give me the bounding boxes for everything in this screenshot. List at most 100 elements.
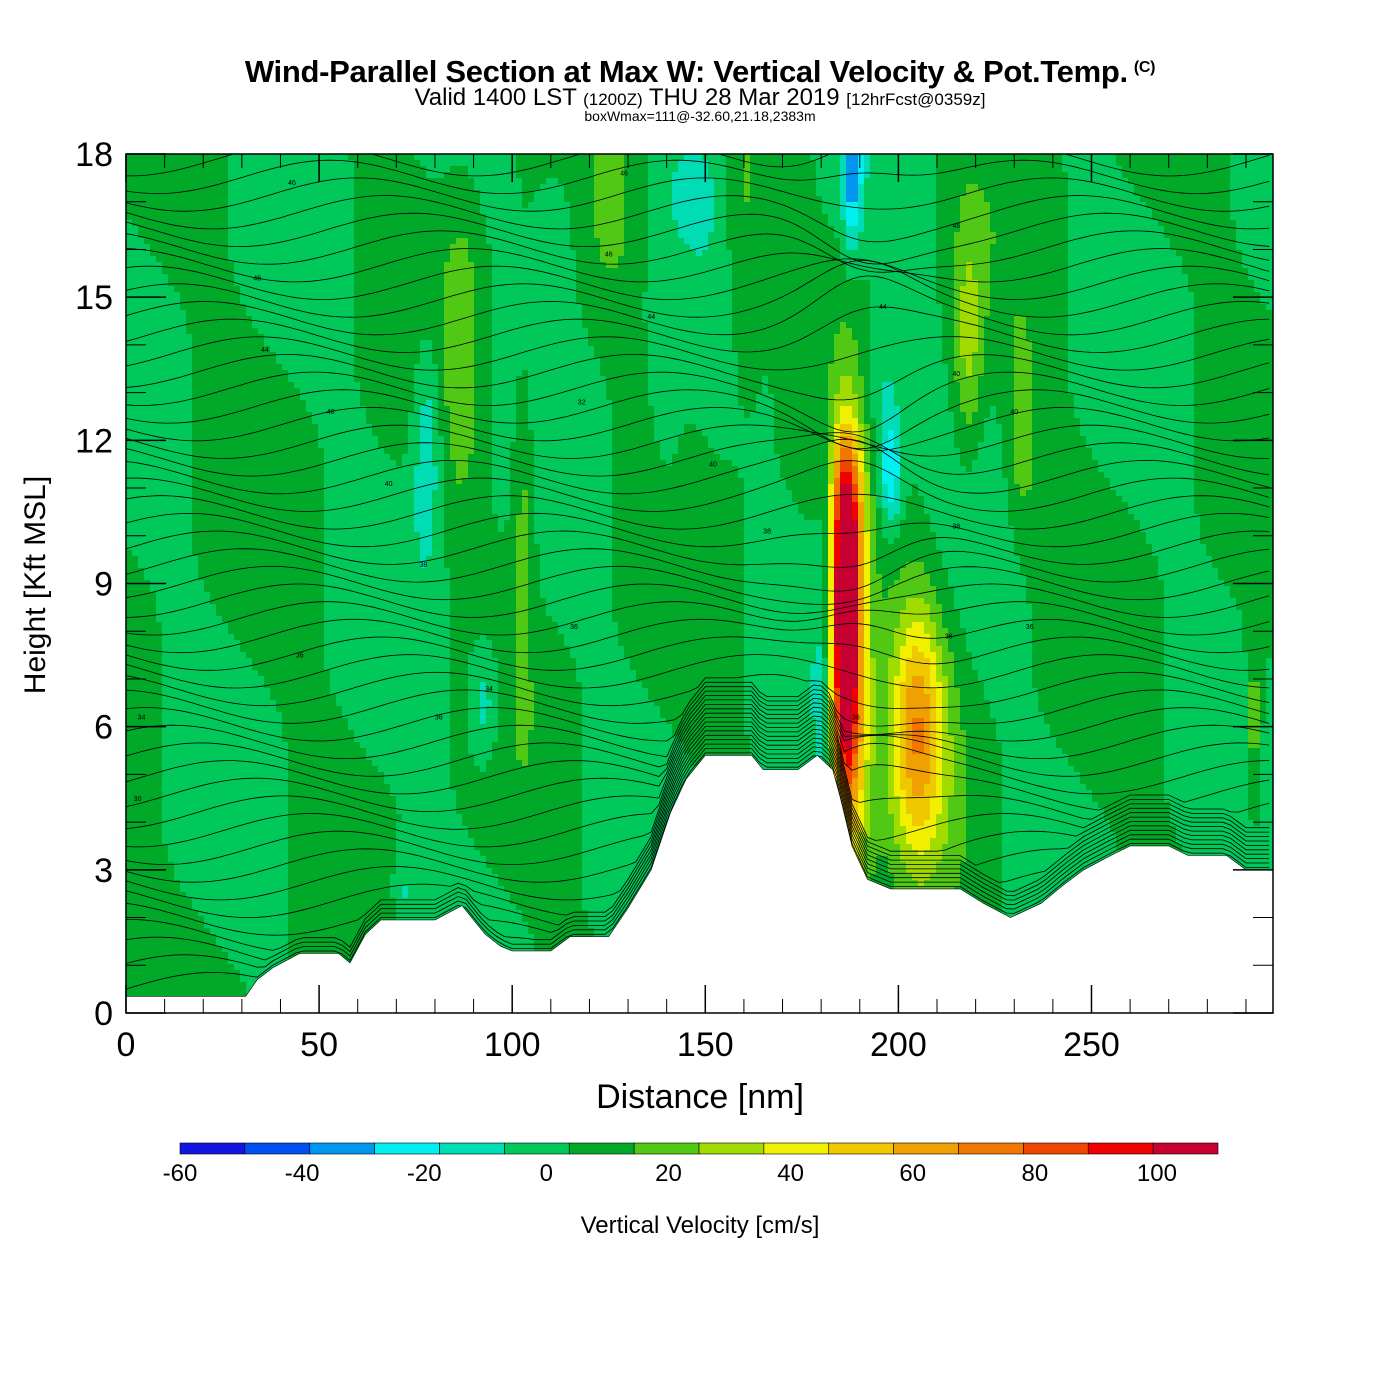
velocity-cell	[582, 826, 709, 833]
velocity-cell	[612, 610, 745, 617]
velocity-cell	[438, 484, 445, 491]
velocity-cell	[894, 394, 949, 401]
velocity-cell	[864, 454, 871, 461]
velocity-cell	[426, 562, 445, 569]
velocity-cell	[246, 652, 325, 659]
velocity-cell	[876, 532, 883, 539]
velocity-cell	[864, 172, 871, 179]
velocity-cell	[822, 556, 829, 563]
velocity-cell	[192, 448, 325, 455]
velocity-cell	[930, 700, 937, 707]
velocity-cell	[942, 652, 955, 659]
velocity-cell	[1140, 526, 1201, 533]
velocity-cell	[822, 742, 829, 749]
velocity-cell	[906, 862, 937, 869]
velocity-cell	[852, 700, 859, 707]
isentrope-line	[126, 654, 1270, 689]
velocity-cell	[744, 520, 823, 527]
y-tick-label: 9	[94, 566, 113, 604]
velocity-cell	[966, 418, 973, 425]
velocity-cell	[864, 580, 871, 587]
velocity-cell	[888, 748, 895, 755]
velocity-cell	[858, 520, 865, 527]
velocity-cell	[924, 598, 937, 605]
velocity-cell	[864, 496, 871, 503]
velocity-cell	[528, 610, 547, 617]
velocity-cell	[888, 778, 895, 785]
velocity-cell	[354, 316, 445, 323]
velocity-cell	[972, 460, 1003, 467]
velocity-cell	[840, 520, 859, 527]
velocity-cell	[966, 730, 997, 737]
velocity-cell	[858, 370, 871, 377]
velocity-cell	[126, 574, 145, 581]
velocity-cell	[852, 328, 871, 335]
velocity-cell	[126, 316, 187, 323]
velocity-cell	[162, 634, 235, 641]
velocity-cell	[984, 190, 1069, 197]
velocity-cell	[870, 436, 877, 443]
velocity-cell	[444, 514, 499, 521]
velocity-cell	[414, 508, 433, 515]
velocity-cell	[354, 220, 487, 227]
velocity-cell	[942, 646, 949, 653]
velocity-cell	[126, 670, 163, 677]
velocity-cell	[858, 652, 865, 659]
velocity-cell	[450, 628, 517, 635]
velocity-cell	[948, 406, 961, 413]
velocity-cell	[852, 388, 865, 395]
velocity-cell	[1026, 334, 1069, 341]
velocity-cell	[894, 640, 907, 647]
velocity-cell	[930, 706, 937, 713]
velocity-cell	[1008, 484, 1021, 491]
velocity-cell	[612, 484, 745, 491]
velocity-cell	[828, 502, 835, 509]
velocity-cell	[1080, 418, 1195, 425]
velocity-cell	[192, 496, 325, 503]
velocity-cell	[744, 514, 805, 521]
velocity-cell	[588, 328, 649, 335]
velocity-cell	[1230, 154, 1273, 161]
velocity-cell	[906, 658, 931, 665]
velocity-cell	[1164, 724, 1249, 731]
velocity-cell	[858, 634, 865, 641]
velocity-cell	[516, 424, 529, 431]
velocity-cell	[414, 472, 439, 479]
velocity-cell	[648, 166, 679, 173]
velocity-cell	[1260, 706, 1267, 713]
velocity-cell	[930, 574, 949, 581]
velocity-cell	[354, 298, 445, 305]
velocity-cell	[834, 334, 853, 341]
velocity-cell	[864, 388, 871, 395]
velocity-cell	[828, 706, 835, 713]
velocity-cell	[840, 322, 847, 329]
velocity-cell	[648, 280, 733, 287]
velocity-cell	[846, 154, 859, 161]
velocity-cell	[936, 286, 955, 293]
velocity-cell	[126, 388, 193, 395]
velocity-cell	[876, 520, 883, 527]
velocity-cell	[156, 604, 217, 611]
velocity-cell	[1260, 790, 1273, 797]
velocity-cell	[1194, 388, 1273, 395]
velocity-cell	[126, 850, 169, 857]
velocity-cell	[918, 850, 925, 857]
velocity-cell	[342, 712, 451, 719]
colorbar-swatch	[828, 1142, 894, 1155]
velocity-cell	[258, 328, 355, 335]
velocity-cell	[864, 562, 871, 569]
velocity-cell	[792, 490, 829, 497]
velocity-cell	[402, 814, 463, 821]
velocity-cell	[660, 448, 679, 455]
velocity-cell	[474, 406, 493, 413]
velocity-cell	[906, 790, 913, 797]
velocity-cell	[864, 772, 871, 779]
velocity-cell	[1068, 376, 1195, 383]
velocity-cell	[858, 724, 865, 731]
velocity-cell	[744, 646, 817, 653]
velocity-cell	[576, 274, 649, 281]
velocity-cell	[870, 592, 883, 599]
velocity-cell	[852, 796, 859, 803]
velocity-cell	[474, 352, 493, 359]
velocity-cell	[594, 160, 625, 167]
